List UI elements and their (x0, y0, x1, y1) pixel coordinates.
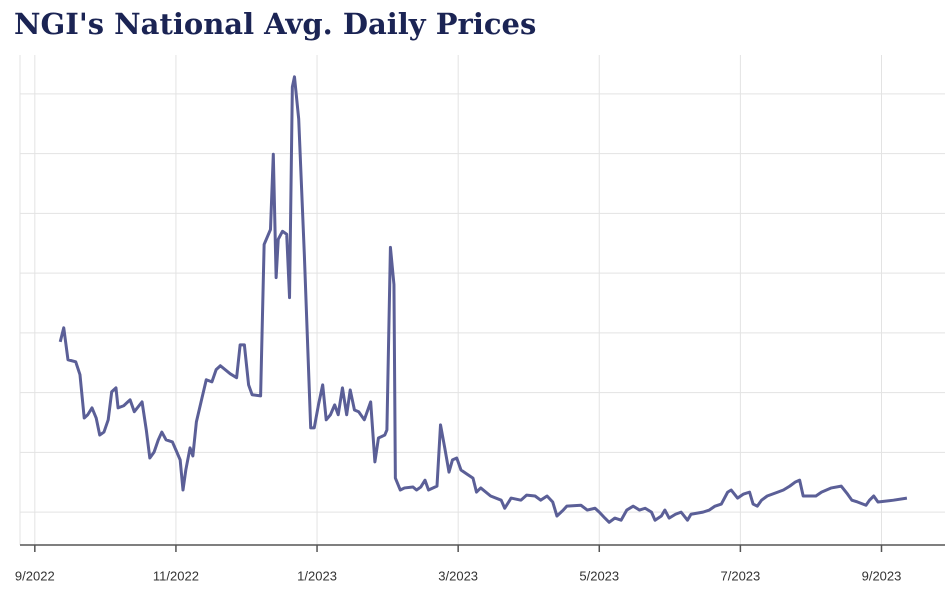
x-tick-label: 1/2023 (297, 568, 337, 583)
x-tick-label: 7/2023 (721, 568, 761, 583)
x-tick-label: 11/2022 (153, 568, 199, 583)
x-tick-label: 9/2023 (862, 568, 902, 583)
price-line (58, 75, 908, 524)
x-tick-label: 9/2022 (15, 568, 55, 583)
chart-title: NGI's National Avg. Daily Prices (14, 7, 536, 41)
x-tick-label: 5/2023 (579, 568, 619, 583)
x-tick-label: 3/2023 (438, 568, 478, 583)
